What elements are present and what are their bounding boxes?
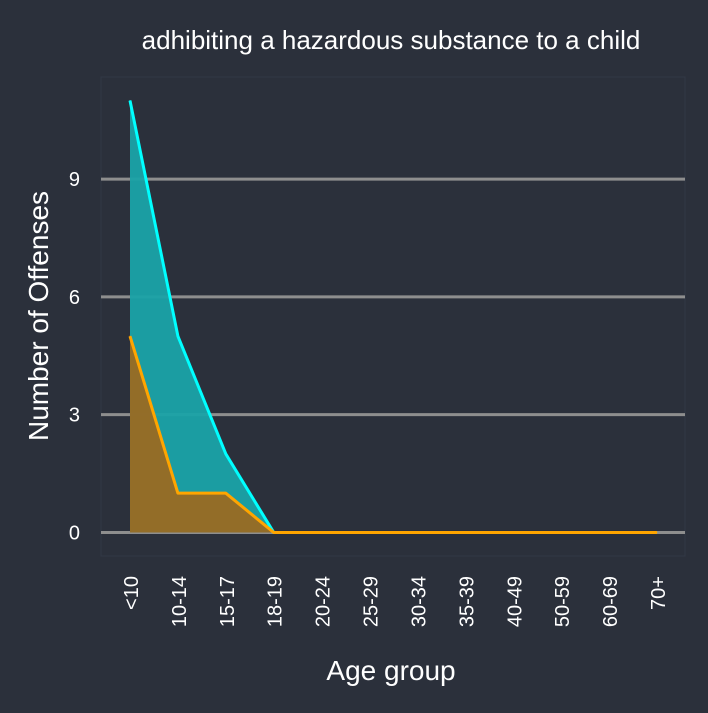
x-axis-label: Age group [326, 655, 455, 686]
data-point [656, 531, 658, 533]
x-tick-label: 35-39 [456, 576, 478, 627]
y-tick-labels: 0 3 6 9 [69, 169, 80, 544]
data-point [225, 492, 227, 494]
x-tick-label: 10-14 [169, 576, 191, 627]
x-tick-label: 60-69 [600, 576, 622, 627]
data-point [273, 531, 275, 533]
data-point [416, 531, 418, 533]
x-tick-label: 40-49 [504, 576, 526, 627]
y-tick-label: 9 [69, 169, 80, 191]
x-tick-label: 30-34 [408, 576, 430, 627]
x-tick-label: 50-59 [552, 576, 574, 627]
data-point [369, 531, 371, 533]
data-point [512, 531, 514, 533]
data-point [464, 531, 466, 533]
data-point [129, 335, 131, 337]
data-point [225, 453, 227, 455]
x-tick-label: 18-19 [265, 576, 287, 627]
series-area-1 [130, 100, 657, 533]
x-tick-label: 15-17 [217, 576, 239, 627]
chart-title: adhibiting a hazardous substance to a ch… [142, 25, 641, 55]
data-point [321, 531, 323, 533]
y-tick-label: 3 [69, 405, 80, 427]
data-point [560, 531, 562, 533]
y-tick-label: 0 [69, 522, 80, 544]
x-tick-label: 20-24 [313, 576, 335, 627]
data-point [608, 531, 610, 533]
data-point [129, 100, 131, 102]
series-lines [128, 100, 658, 534]
data-point [177, 492, 179, 494]
x-tick-label: <10 [121, 576, 143, 610]
x-tick-label: 25-29 [361, 576, 383, 627]
data-point [177, 335, 179, 337]
y-axis-label: Number of Offenses [23, 191, 54, 441]
series-line-2 [128, 335, 657, 534]
y-tick-label: 6 [69, 287, 80, 309]
series-areas [130, 100, 657, 533]
x-tick-labels: <10 10-14 15-17 18-19 20-24 25-29 30-34 35-39 40… [121, 576, 670, 627]
series-area-2 [130, 336, 657, 533]
x-tick-label: 70+ [648, 576, 670, 610]
